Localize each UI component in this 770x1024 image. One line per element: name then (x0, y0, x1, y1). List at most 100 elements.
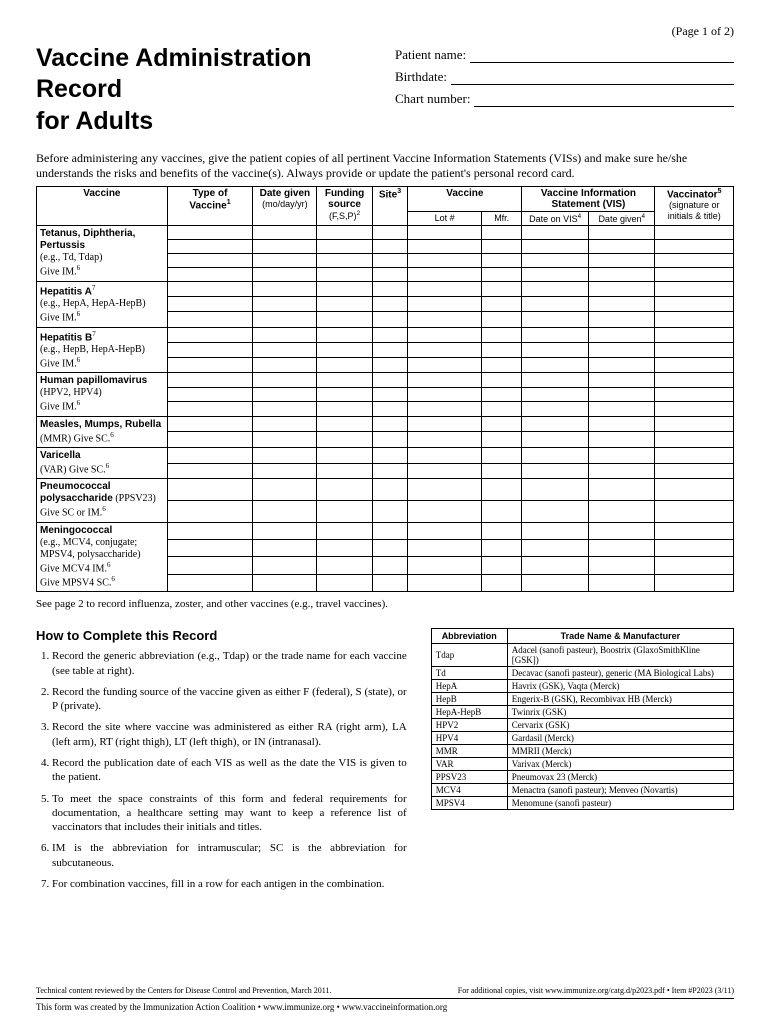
empty-cell[interactable] (408, 447, 482, 463)
empty-cell[interactable] (372, 479, 408, 501)
empty-cell[interactable] (408, 239, 482, 253)
empty-cell[interactable] (372, 327, 408, 342)
empty-cell[interactable] (167, 500, 253, 522)
empty-cell[interactable] (372, 574, 408, 591)
empty-cell[interactable] (167, 447, 253, 463)
empty-cell[interactable] (167, 416, 253, 432)
empty-cell[interactable] (655, 432, 734, 448)
empty-cell[interactable] (588, 281, 655, 296)
empty-cell[interactable] (317, 500, 372, 522)
empty-cell[interactable] (317, 225, 372, 239)
empty-cell[interactable] (522, 574, 589, 591)
empty-cell[interactable] (655, 479, 734, 501)
empty-cell[interactable] (522, 447, 589, 463)
empty-cell[interactable] (167, 267, 253, 281)
empty-cell[interactable] (167, 281, 253, 296)
empty-cell[interactable] (408, 281, 482, 296)
empty-cell[interactable] (253, 327, 317, 342)
empty-cell[interactable] (167, 373, 253, 387)
empty-cell[interactable] (522, 253, 589, 267)
empty-cell[interactable] (408, 416, 482, 432)
empty-cell[interactable] (655, 574, 734, 591)
empty-cell[interactable] (167, 557, 253, 574)
empty-cell[interactable] (408, 373, 482, 387)
empty-cell[interactable] (655, 447, 734, 463)
empty-cell[interactable] (481, 557, 521, 574)
empty-cell[interactable] (481, 225, 521, 239)
empty-cell[interactable] (481, 342, 521, 357)
empty-cell[interactable] (408, 432, 482, 448)
blank-line[interactable] (474, 93, 734, 107)
empty-cell[interactable] (588, 342, 655, 357)
empty-cell[interactable] (317, 557, 372, 574)
empty-cell[interactable] (317, 402, 372, 416)
empty-cell[interactable] (408, 479, 482, 501)
empty-cell[interactable] (522, 539, 589, 556)
empty-cell[interactable] (253, 574, 317, 591)
empty-cell[interactable] (522, 267, 589, 281)
empty-cell[interactable] (481, 463, 521, 479)
empty-cell[interactable] (253, 500, 317, 522)
empty-cell[interactable] (588, 574, 655, 591)
empty-cell[interactable] (372, 500, 408, 522)
empty-cell[interactable] (408, 557, 482, 574)
empty-cell[interactable] (408, 500, 482, 522)
empty-cell[interactable] (317, 312, 372, 327)
empty-cell[interactable] (481, 281, 521, 296)
empty-cell[interactable] (408, 574, 482, 591)
empty-cell[interactable] (481, 267, 521, 281)
empty-cell[interactable] (522, 387, 589, 401)
empty-cell[interactable] (522, 358, 589, 373)
empty-cell[interactable] (481, 253, 521, 267)
empty-cell[interactable] (317, 574, 372, 591)
empty-cell[interactable] (481, 539, 521, 556)
empty-cell[interactable] (481, 574, 521, 591)
empty-cell[interactable] (408, 225, 482, 239)
empty-cell[interactable] (481, 432, 521, 448)
empty-cell[interactable] (253, 387, 317, 401)
empty-cell[interactable] (372, 253, 408, 267)
empty-cell[interactable] (167, 463, 253, 479)
empty-cell[interactable] (372, 297, 408, 312)
empty-cell[interactable] (481, 500, 521, 522)
empty-cell[interactable] (522, 479, 589, 501)
empty-cell[interactable] (481, 358, 521, 373)
empty-cell[interactable] (253, 479, 317, 501)
empty-cell[interactable] (317, 522, 372, 539)
empty-cell[interactable] (253, 239, 317, 253)
empty-cell[interactable] (408, 253, 482, 267)
empty-cell[interactable] (317, 358, 372, 373)
empty-cell[interactable] (588, 500, 655, 522)
empty-cell[interactable] (372, 281, 408, 296)
empty-cell[interactable] (481, 479, 521, 501)
empty-cell[interactable] (655, 253, 734, 267)
empty-cell[interactable] (253, 539, 317, 556)
empty-cell[interactable] (588, 416, 655, 432)
empty-cell[interactable] (588, 267, 655, 281)
empty-cell[interactable] (655, 522, 734, 539)
empty-cell[interactable] (655, 225, 734, 239)
empty-cell[interactable] (655, 358, 734, 373)
empty-cell[interactable] (372, 342, 408, 357)
empty-cell[interactable] (253, 225, 317, 239)
empty-cell[interactable] (588, 557, 655, 574)
empty-cell[interactable] (167, 225, 253, 239)
empty-cell[interactable] (522, 432, 589, 448)
empty-cell[interactable] (522, 225, 589, 239)
empty-cell[interactable] (372, 432, 408, 448)
empty-cell[interactable] (253, 522, 317, 539)
empty-cell[interactable] (253, 297, 317, 312)
empty-cell[interactable] (481, 327, 521, 342)
empty-cell[interactable] (655, 327, 734, 342)
empty-cell[interactable] (481, 297, 521, 312)
empty-cell[interactable] (588, 327, 655, 342)
empty-cell[interactable] (317, 281, 372, 296)
empty-cell[interactable] (167, 253, 253, 267)
empty-cell[interactable] (522, 402, 589, 416)
empty-cell[interactable] (408, 358, 482, 373)
empty-cell[interactable] (655, 239, 734, 253)
empty-cell[interactable] (588, 297, 655, 312)
empty-cell[interactable] (522, 416, 589, 432)
empty-cell[interactable] (167, 574, 253, 591)
empty-cell[interactable] (167, 239, 253, 253)
